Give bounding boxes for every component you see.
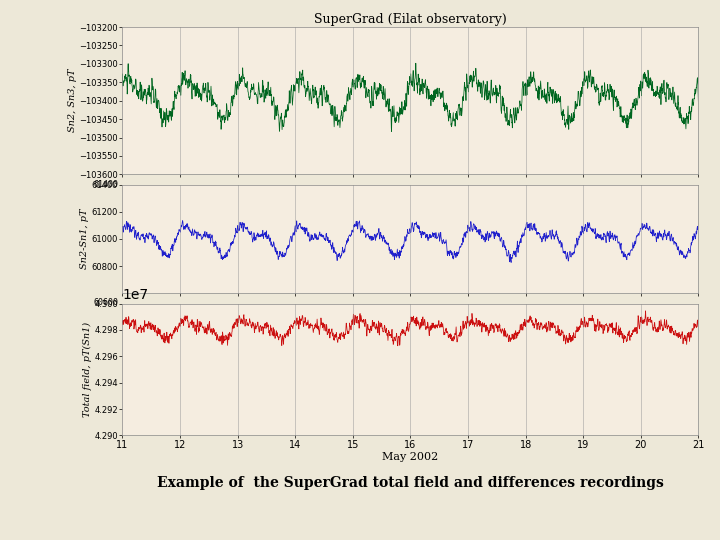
Y-axis label: Sn2, Sn3, pT: Sn2, Sn3, pT [68, 69, 77, 132]
Text: 61400: 61400 [94, 180, 119, 188]
Title: SuperGrad (Eilat observatory): SuperGrad (Eilat observatory) [314, 13, 507, 26]
X-axis label: May 2002: May 2002 [382, 453, 438, 462]
Text: Example of  the SuperGrad total field and differences recordings: Example of the SuperGrad total field and… [157, 476, 664, 490]
Y-axis label: Sn2-Sn1, pT: Sn2-Sn1, pT [80, 208, 89, 269]
Text: 60600: 60600 [94, 299, 119, 307]
Y-axis label: Total field, pT(Sn1): Total field, pT(Sn1) [83, 322, 91, 417]
